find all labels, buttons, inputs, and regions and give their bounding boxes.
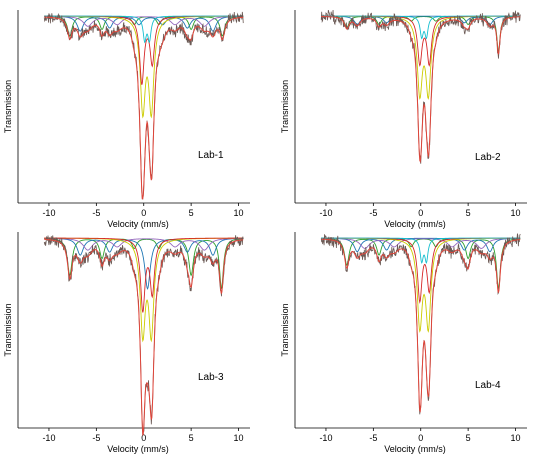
x-tick-label: 5 [466,433,471,443]
x-tick-label: 10 [511,208,521,218]
subspectrum-1 [321,15,521,53]
x-axis-label: Velocity (mm/s) [107,444,169,454]
panel-2: -10 -5 0 5 10 Velocity (mm/s) Transmission Lab-… [280,9,527,229]
subspectrum-6 [321,237,521,264]
x-tick-label: -5 [369,208,377,218]
fitted-envelope [321,238,521,413]
x-axis-label: Velocity (mm/s) [384,219,446,229]
lab-label: Lab-2 [475,152,501,163]
panel-1: -10 -5 0 5 10 Velocity (mm/s) Transmission Lab-… [3,10,250,229]
subspectrum-1 [321,237,521,289]
subspectrum-3 [44,237,244,251]
x-tick-label: 0 [418,208,423,218]
subspectrum-4 [44,237,244,343]
subspectrum-1 [44,238,244,289]
y-axis-label: Transmission [280,80,290,133]
y-axis-label: Transmission [280,303,290,356]
subspectrum-3 [44,15,244,27]
panel-3: -10 -5 0 5 10 Velocity (mm/s) Transmission Lab-… [3,232,250,454]
lab-label: Lab-4 [475,380,501,391]
x-tick-label: 5 [189,208,194,218]
y-axis-label: Transmission [3,80,13,133]
lab-label: Lab-1 [198,150,224,161]
lab-label: Lab-3 [198,372,224,383]
x-tick-label: 5 [466,208,471,218]
x-tick-label: 0 [141,208,146,218]
x-tick-label: -5 [92,208,100,218]
subspectrum-3 [321,237,521,249]
x-axis-label: Velocity (mm/s) [107,219,169,229]
subspectrum-6 [44,15,244,44]
x-tick-label: -5 [369,433,377,443]
fitted-envelope [44,238,244,436]
x-tick-label: -10 [42,433,55,443]
x-tick-label: 10 [234,433,244,443]
panel-4: -10 -5 0 5 10 Velocity (mm/s) Transmission Lab-… [280,232,527,454]
subspectrum-5 [321,15,521,40]
subspectrum-2 [44,237,244,290]
x-tick-label: 5 [189,433,194,443]
y-axis-label: Transmission [3,303,13,356]
x-axis-label: Velocity (mm/s) [384,444,446,454]
subspectrum-5 [44,15,244,85]
x-tick-label: -10 [319,208,332,218]
x-tick-label: -5 [92,433,100,443]
x-tick-label: 0 [141,433,146,443]
x-tick-label: -10 [42,208,55,218]
subspectrum-5 [44,237,244,313]
fitted-envelope [44,16,244,200]
x-tick-label: -10 [319,433,332,443]
x-tick-label: 0 [418,433,423,443]
subspectrum-2 [44,15,244,32]
fitted-envelope [321,16,521,164]
subspectrum-2 [321,237,521,253]
x-tick-label: 10 [234,208,244,218]
x-tick-label: 10 [511,433,521,443]
